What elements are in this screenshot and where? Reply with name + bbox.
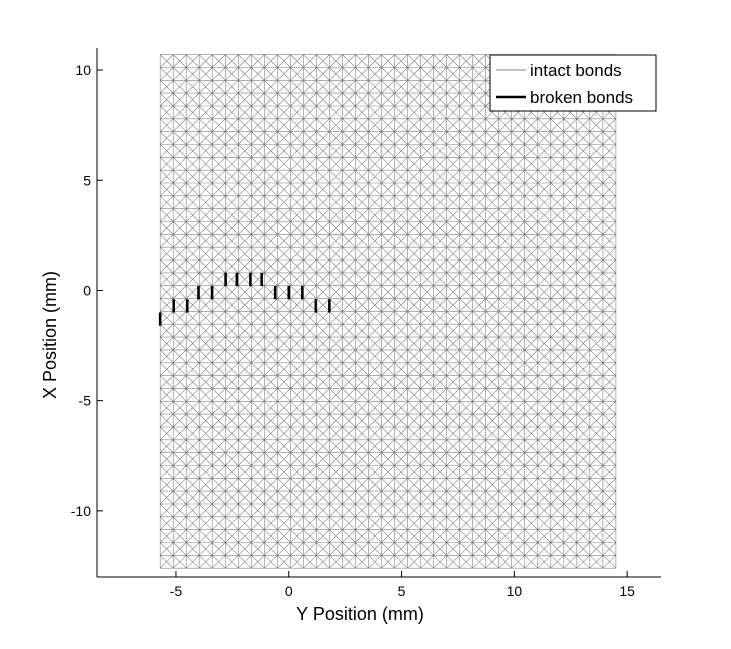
legend-label-intact-bonds: intact bonds [530,61,622,80]
legend: intact bonds broken bonds [489,54,657,112]
intact-bonds-series [159,54,617,569]
broken-bonds-group [158,272,331,326]
y-tick-label: 0 [83,282,91,298]
x-tick-label: 5 [398,583,406,599]
x-tick-label: -5 [170,583,183,599]
x-tick-label: 10 [507,583,523,599]
y-tick-label: -10 [71,503,91,519]
y-tick-label: 10 [75,62,91,78]
ticks: -5 0 5 10 15 -10 -5 0 5 10 [71,62,635,599]
y-axis-label: X Position (mm) [40,271,60,399]
y-tick-label: -5 [79,393,92,409]
legend-box [489,54,657,112]
axes [96,48,661,578]
y-tick-label: 5 [83,172,91,188]
x-tick-label: 15 [619,583,635,599]
intact-bonds-mesh [159,54,617,569]
x-tick-label: 0 [285,583,293,599]
legend-label-broken-bonds: broken bonds [530,88,633,107]
x-axis-label: Y Position (mm) [296,604,424,624]
